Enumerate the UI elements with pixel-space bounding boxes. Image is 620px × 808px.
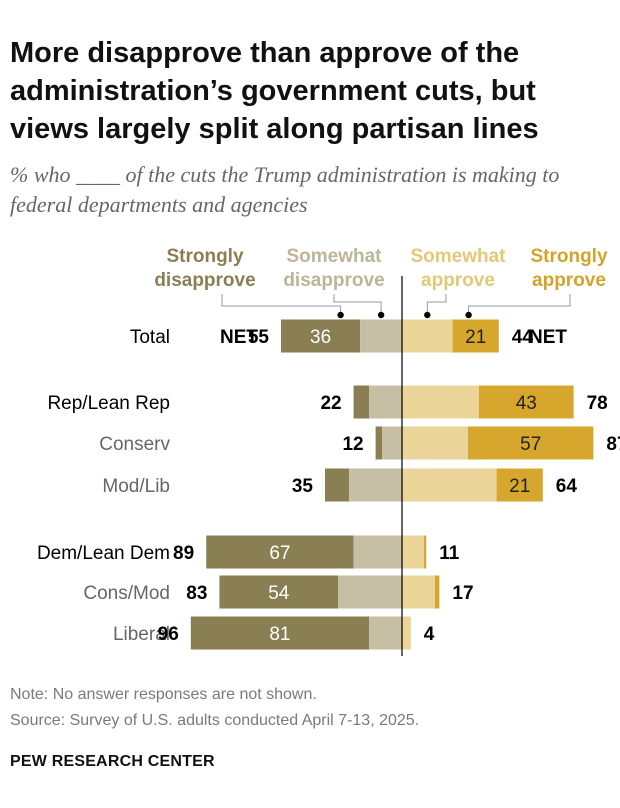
net-disapprove-total: 55 [248, 327, 270, 348]
bar-strongly-disapprove-rep-lean-rep [353, 385, 369, 419]
net-disapprove-conserv: 12 [342, 434, 363, 455]
bar-somewhat-disapprove-cons-mod [338, 575, 402, 609]
net-disapprove-liberal: 96 [158, 624, 179, 645]
chart-subtitle: % who ____ of the cuts the Trump adminis… [10, 162, 560, 217]
value-strongly-disapprove-cons-mod: 54 [268, 583, 290, 604]
chart-note: Note: No answer responses are not shown. [10, 686, 317, 703]
leader-dot-2 [424, 311, 431, 319]
bar-strongly-disapprove-total [281, 319, 361, 353]
row-label-cons-mod: Cons/Mod [83, 583, 170, 604]
leader-somewhat-disapprove [333, 294, 382, 315]
row-label-mod-lib: Mod/Lib [102, 476, 170, 497]
net-approve-dem-lean-dem: 11 [439, 543, 460, 564]
bar-strongly-disapprove-liberal [190, 616, 369, 650]
bar-strongly-approve-mod-lib [496, 468, 543, 502]
value-strongly-approve-rep-lean-rep: 43 [516, 393, 537, 414]
legend-strongly_approve-line2: approve [532, 270, 606, 291]
leader-strongly-approve [468, 294, 571, 315]
bar-strongly-approve-total [452, 319, 499, 353]
bar-somewhat-disapprove-total [360, 319, 402, 353]
bar-somewhat-disapprove-liberal [369, 616, 402, 650]
top-rule [0, 0, 620, 8]
value-strongly-disapprove-dem-lean-dem: 67 [269, 543, 290, 564]
net-approve-conserv: 87 [606, 434, 620, 455]
legend-somewhat_disapprove-line1: Somewhat [286, 246, 382, 267]
bar-somewhat-approve-liberal [402, 616, 411, 650]
net-disapprove-rep-lean-rep: 22 [320, 393, 341, 414]
value-strongly-approve-total: 21 [465, 327, 486, 348]
value-strongly-approve-mod-lib: 21 [509, 476, 530, 497]
bar-somewhat-approve-mod-lib [402, 468, 497, 502]
bar-somewhat-approve-total [402, 319, 453, 353]
row-label-conserv: Conserv [99, 434, 170, 455]
row-label-rep-lean-rep: Rep/Lean Rep [47, 393, 170, 414]
diverging-bar-chart: Strongly disapprove Somewhat disapprove Some… [37, 246, 620, 656]
row-label-dem-lean-dem: Dem/Lean Dem [37, 543, 170, 564]
net-approve-rep-lean-rep: 78 [587, 393, 608, 414]
bar-somewhat-disapprove-conserv [382, 426, 402, 460]
bar-strongly-disapprove-dem-lean-dem [206, 535, 354, 569]
value-strongly-disapprove-total: 36 [310, 327, 331, 348]
value-strongly-approve-conserv: 57 [520, 434, 541, 455]
net-approve-cons-mod: 17 [452, 583, 473, 604]
value-strongly-disapprove-liberal: 81 [269, 624, 290, 645]
bar-strongly-disapprove-mod-lib [325, 468, 350, 502]
legend-somewhat_approve-line2: approve [421, 270, 495, 291]
net-disapprove-dem-lean-dem: 89 [173, 543, 194, 564]
brand-label: PEW RESEARCH CENTER [10, 753, 215, 770]
row-label-total: Total [130, 327, 170, 348]
row-label-liberal: Liberal [113, 624, 170, 645]
bar-strongly-approve-rep-lean-rep [479, 385, 574, 419]
bar-somewhat-disapprove-mod-lib [349, 468, 402, 502]
bar-strongly-disapprove-conserv [375, 426, 383, 460]
net-word-right: NET [529, 327, 567, 348]
legend-somewhat_disapprove-line2: disapprove [283, 270, 384, 291]
bar-somewhat-approve-conserv [402, 426, 468, 460]
bar-somewhat-disapprove-dem-lean-dem [353, 535, 402, 569]
bar-strongly-approve-conserv [468, 426, 594, 460]
bar-strongly-approve-cons-mod [435, 575, 440, 609]
bar-somewhat-approve-cons-mod [402, 575, 435, 609]
net-disapprove-cons-mod: 83 [186, 583, 207, 604]
leader-somewhat-approve [426, 294, 447, 315]
bar-somewhat-approve-dem-lean-dem [402, 535, 424, 569]
legend-strongly_disapprove-line1: Strongly [166, 246, 243, 267]
net-word-left: NET [220, 327, 258, 348]
bar-strongly-disapprove-cons-mod [219, 575, 339, 609]
leader-dot-0 [337, 311, 344, 319]
leader-dot-3 [465, 311, 472, 319]
legend-strongly_approve-line1: Strongly [530, 246, 607, 267]
net-approve-total: 44 [512, 327, 534, 348]
chart-title: More disapprove than approve of the admi… [10, 37, 539, 145]
bar-somewhat-approve-rep-lean-rep [402, 385, 479, 419]
net-approve-liberal: 4 [424, 624, 435, 645]
chart-source: Source: Survey of U.S. adults conducted … [10, 712, 420, 729]
legend-somewhat_approve-line1: Somewhat [410, 246, 506, 267]
leader-strongly-disapprove [221, 294, 342, 315]
net-approve-mod-lib: 64 [556, 476, 578, 497]
legend-strongly_disapprove-line2: disapprove [154, 270, 255, 291]
bar-somewhat-disapprove-rep-lean-rep [369, 385, 402, 419]
leader-dot-1 [377, 311, 385, 319]
net-disapprove-mod-lib: 35 [292, 476, 314, 497]
bar-strongly-approve-dem-lean-dem [424, 535, 427, 569]
